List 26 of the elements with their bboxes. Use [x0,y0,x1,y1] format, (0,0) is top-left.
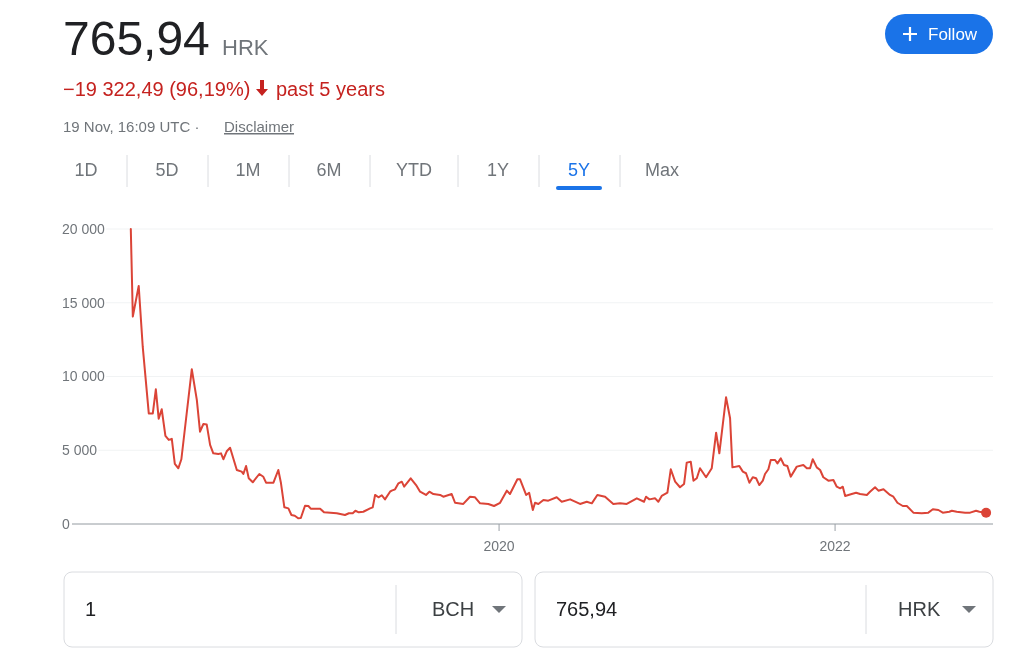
text: −19 322,49 (96,19%) [63,78,251,100]
text: HRK [222,35,269,60]
text: 6M [316,160,342,180]
y-tick-label: 20 000 [62,220,106,237]
y-tick-label: 10 000 [62,368,106,385]
text: Disclaimer [224,118,295,135]
text: 5Y [567,160,591,180]
text: 1M [235,160,261,180]
x-tick-label: 2020 [483,538,515,554]
text: 1D [74,160,98,180]
y-tick-label: 0 [62,515,70,532]
text: Follow [928,25,978,44]
text: past 5 years [276,78,385,100]
text: 765,94 [63,12,210,65]
x-tick-label: 2022 [819,538,851,554]
text: Max [644,160,680,180]
text: 1Y [486,160,510,180]
text: BCH [432,598,475,620]
text: HRK [898,598,941,620]
text: 19 Nov, 16:09 UTC · [63,118,200,135]
text: YTD [396,160,432,180]
y-tick-label: 15 000 [62,294,106,311]
text: 1 [85,598,97,620]
y-tick-label: 5 000 [62,442,98,459]
text: 765,94 [556,598,618,620]
text: 5D [155,160,179,180]
